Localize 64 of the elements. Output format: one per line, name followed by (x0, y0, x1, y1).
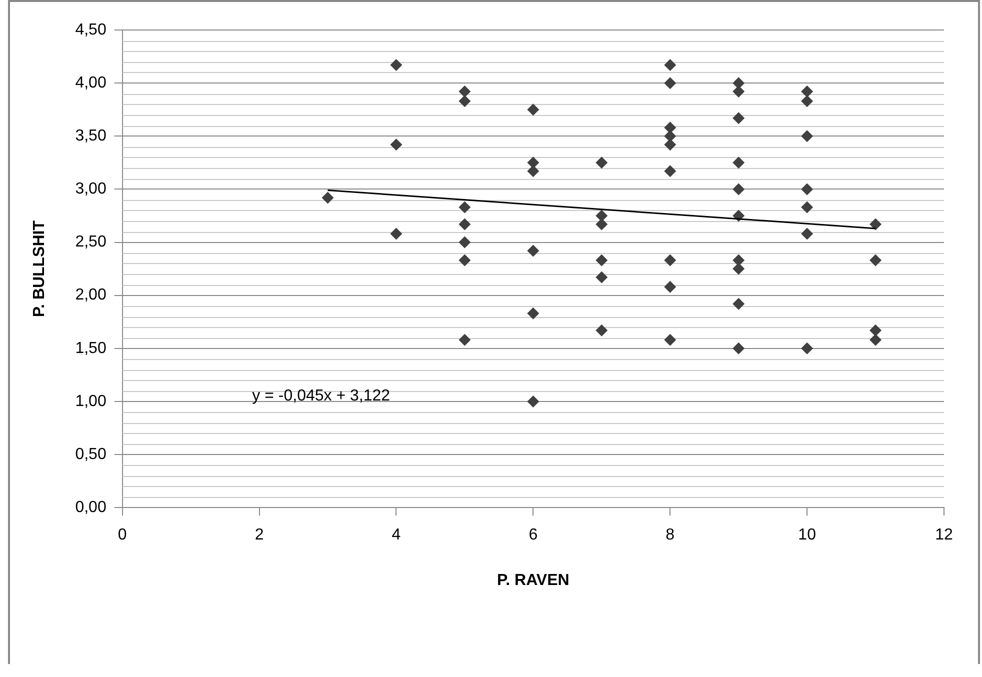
y-tick-label: 2,00 (75, 286, 106, 304)
point (458, 254, 471, 266)
point (527, 244, 540, 257)
point (732, 342, 745, 354)
point (664, 165, 676, 178)
point (458, 86, 471, 98)
point (458, 218, 471, 230)
point (390, 228, 402, 240)
point (458, 201, 471, 214)
y-tick-label: 0,00 (75, 499, 106, 516)
y-tick-label: 4,50 (75, 21, 106, 38)
point (458, 334, 471, 346)
y-tick-label: 4,00 (75, 74, 106, 92)
y-tick-label: 3,00 (75, 180, 106, 198)
point (527, 165, 540, 178)
point (458, 95, 471, 108)
point (664, 334, 676, 346)
point (801, 86, 814, 98)
point (801, 201, 814, 214)
x-axis-title: P. RAVEN (497, 572, 570, 589)
x-tick-label: 4 (392, 526, 401, 544)
point (732, 298, 745, 310)
x-tick-label: 2 (254, 526, 264, 544)
point (664, 280, 676, 293)
y-tick-label: 1,50 (75, 340, 106, 357)
point (801, 130, 814, 142)
point (596, 324, 608, 336)
x-tick-label: 12 (935, 526, 953, 544)
point (390, 138, 402, 151)
point (596, 156, 608, 169)
y-tick-label: 3,50 (75, 128, 106, 145)
point (390, 59, 402, 72)
point (458, 236, 471, 248)
point (664, 77, 676, 90)
x-tick-label: 0 (118, 526, 127, 544)
point (732, 183, 745, 196)
point (596, 254, 608, 266)
point (664, 138, 676, 151)
point (527, 104, 540, 116)
annotation: y = -0,045x + 3,122 (252, 388, 390, 405)
point (732, 156, 745, 169)
x-tick-label: 8 (666, 526, 675, 544)
point (527, 395, 540, 408)
point (870, 254, 882, 266)
x-tick-label: 6 (528, 526, 538, 544)
y-axis-title: P. BULLSHIT (31, 220, 48, 318)
point (801, 95, 814, 108)
y-tick-label: 2,50 (75, 234, 106, 251)
y-tick-label: 1,00 (75, 392, 106, 410)
point (732, 86, 745, 98)
point (322, 192, 334, 204)
x-tick-label: 10 (798, 526, 816, 544)
point (664, 59, 676, 72)
point (801, 183, 814, 196)
point (801, 228, 814, 240)
point (527, 307, 540, 320)
point (732, 112, 745, 124)
point (664, 254, 676, 266)
y-tick-label: 0,50 (75, 446, 106, 463)
point (870, 334, 882, 346)
point (801, 342, 814, 354)
point (870, 218, 882, 230)
point (596, 271, 608, 284)
point (870, 324, 882, 336)
